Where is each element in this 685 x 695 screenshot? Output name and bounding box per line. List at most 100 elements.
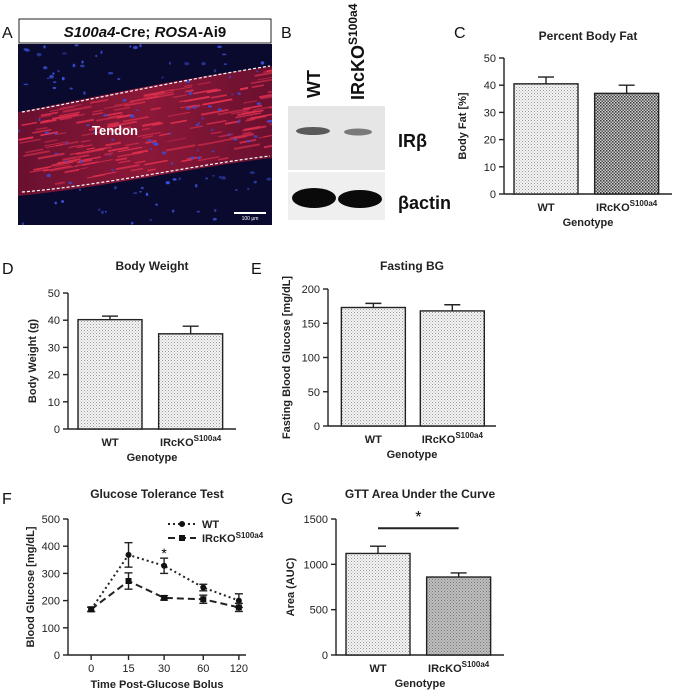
tendon-fiber <box>263 134 272 138</box>
nucleus <box>113 186 117 190</box>
y-tick-label: 50 <box>48 288 60 300</box>
tendon-fiber <box>217 109 242 116</box>
tendon-fiber <box>230 133 254 139</box>
nucleus <box>145 192 149 197</box>
y-tick-label: 200 <box>302 284 320 296</box>
tendon-fiber <box>57 158 81 165</box>
category-label-wt: WT <box>369 663 386 675</box>
nucleus <box>238 119 241 123</box>
tendon-fiber <box>92 112 104 116</box>
scale-bar-label: 100 µm <box>242 216 259 222</box>
tendon-lower-border <box>21 155 271 193</box>
tendon-fiber <box>242 104 263 110</box>
tendon-fiber <box>115 164 140 171</box>
tendon-fiber <box>243 100 258 104</box>
nucleus <box>139 190 142 193</box>
tendon-fiber <box>179 96 209 103</box>
nucleus <box>231 93 234 96</box>
tendon-fiber <box>86 147 95 150</box>
tendon-fiber <box>62 105 92 113</box>
tendon-fiber <box>218 133 233 138</box>
category-label-wt: WT <box>365 434 382 446</box>
tendon-fiber <box>202 98 233 106</box>
chart-title: Glucose Tolerance Test <box>90 487 224 501</box>
tendon-fiber <box>193 88 218 95</box>
tendon-fiber <box>230 110 249 115</box>
tendon-fiber <box>38 114 52 119</box>
nucleus <box>165 181 170 185</box>
nucleus <box>212 217 217 221</box>
nucleus <box>149 147 153 151</box>
tendon-fiber <box>35 126 48 131</box>
nucleus <box>21 222 24 225</box>
blot-lane-wt: WT <box>304 70 324 98</box>
nucleus <box>196 149 199 152</box>
nucleus <box>52 72 55 75</box>
panel-label-f: F <box>2 491 12 508</box>
tendon-fiber <box>68 144 84 148</box>
y-tick-label: 400 <box>42 541 60 553</box>
bar-ircko <box>157 333 224 430</box>
nucleus <box>168 132 172 135</box>
tendon-fiber <box>118 160 131 164</box>
nucleus <box>109 154 112 157</box>
tendon-fiber <box>33 165 52 171</box>
bar-wt <box>340 306 407 427</box>
band-ir-ko <box>344 128 372 136</box>
tendon-fiber <box>91 146 112 152</box>
y-axis-title: Body Fat [%] <box>457 92 469 160</box>
tendon-fiber <box>185 89 194 93</box>
tendon-fiber <box>210 131 222 135</box>
tendon-fiber <box>129 95 160 103</box>
chart-title: Body Weight <box>115 259 188 273</box>
x-axis-title: Genotype <box>563 217 614 229</box>
nucleus <box>221 176 226 180</box>
nucleus <box>129 114 135 118</box>
nucleus <box>24 49 31 52</box>
y-tick-label: 40 <box>48 315 60 327</box>
nucleus <box>195 123 200 127</box>
nucleus <box>111 138 114 142</box>
tendon-fiber <box>180 104 197 109</box>
tendon-fiber <box>144 159 168 166</box>
nucleus <box>52 81 57 84</box>
tendon-label: Tendon <box>92 123 138 138</box>
nucleus <box>129 45 132 48</box>
nucleus <box>170 162 174 165</box>
nucleus <box>168 61 172 65</box>
nucleus <box>228 75 232 79</box>
series-line-1 <box>90 579 240 611</box>
tendon-fiber <box>242 131 252 135</box>
x-tick-label: 0 <box>88 663 94 675</box>
bar-ircko <box>419 310 486 427</box>
nucleus <box>178 177 181 181</box>
nucleus <box>186 106 190 110</box>
nucleus <box>253 180 257 184</box>
category-label-ircko: IRcKOS100a4 <box>596 199 658 214</box>
nucleus <box>205 177 208 180</box>
nucleus <box>140 186 144 190</box>
nucleus <box>184 62 190 66</box>
nucleus <box>196 210 201 213</box>
category-label-wt: WT <box>101 437 118 449</box>
y-tick-label: 0 <box>490 189 496 201</box>
tendon-fiber <box>89 98 109 104</box>
nucleus <box>235 189 238 191</box>
micro-title: S100a4-Cre; ROSA-Ai9 <box>64 24 227 41</box>
y-tick-label: 20 <box>484 135 496 147</box>
nucleus <box>247 187 250 191</box>
tendon-fiber <box>53 164 70 168</box>
nucleus <box>153 142 159 146</box>
panel-label-e: E <box>251 261 262 278</box>
tendon-fiber <box>29 168 49 173</box>
blot-membrane-ir <box>288 106 385 170</box>
tendon-fiber <box>116 113 132 119</box>
nucleus <box>62 52 67 55</box>
tendon-fiber <box>210 94 227 99</box>
tendon-fiber <box>221 135 248 142</box>
bar-wt <box>513 83 579 195</box>
category-label-ircko: IRcKOS100a4 <box>422 431 484 446</box>
tendon-fiber <box>37 152 65 160</box>
series-line-0 <box>90 553 240 610</box>
